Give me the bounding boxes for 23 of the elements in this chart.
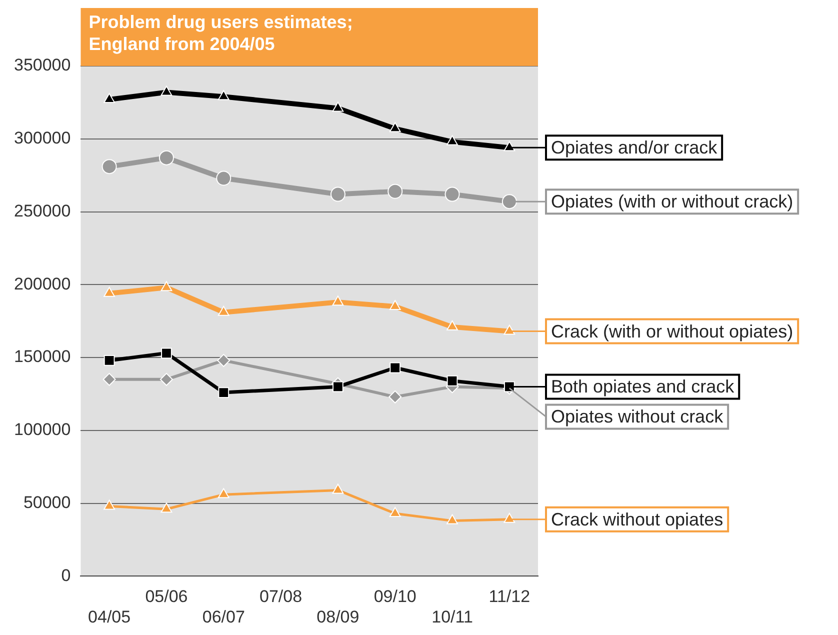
y-tick-label: 50000 [23, 493, 71, 512]
y-tick-label: 150000 [14, 347, 71, 366]
text: Opiates without crack [551, 406, 724, 427]
legend-label: Crack without opiates [551, 509, 724, 530]
legend-label: Both opiates and crack [551, 376, 736, 397]
chart-title: Problem drug users estimates; England from 2004/05 [88, 12, 353, 54]
x-tick-label: 08/09 [316, 607, 360, 626]
legend-label: Opiates (with or without crack) [551, 192, 794, 212]
y-tick-label: 350000 [14, 56, 71, 75]
y-tick-label: 300000 [14, 128, 71, 148]
legend-label: Opiates and/or crack [551, 138, 718, 158]
x-tick-label: 07/08 [260, 587, 302, 606]
x-tick-label: 05/06 [145, 587, 188, 606]
x-tick-label: 11/12 [488, 587, 530, 606]
y-tick-label: 100000 [14, 420, 71, 440]
x-tick-label: 04/05 [88, 607, 131, 626]
x-tick-label: 06/07 [202, 607, 245, 626]
y-tick-label: 0 [61, 566, 71, 585]
y-tick-label: 250000 [14, 201, 71, 220]
legend-label: Crack (with or without opiates) [551, 321, 794, 342]
x-tick-label: 10/11 [432, 607, 473, 626]
x-tick-label: 09/10 [374, 587, 416, 606]
y-tick-label: 200000 [14, 274, 71, 294]
